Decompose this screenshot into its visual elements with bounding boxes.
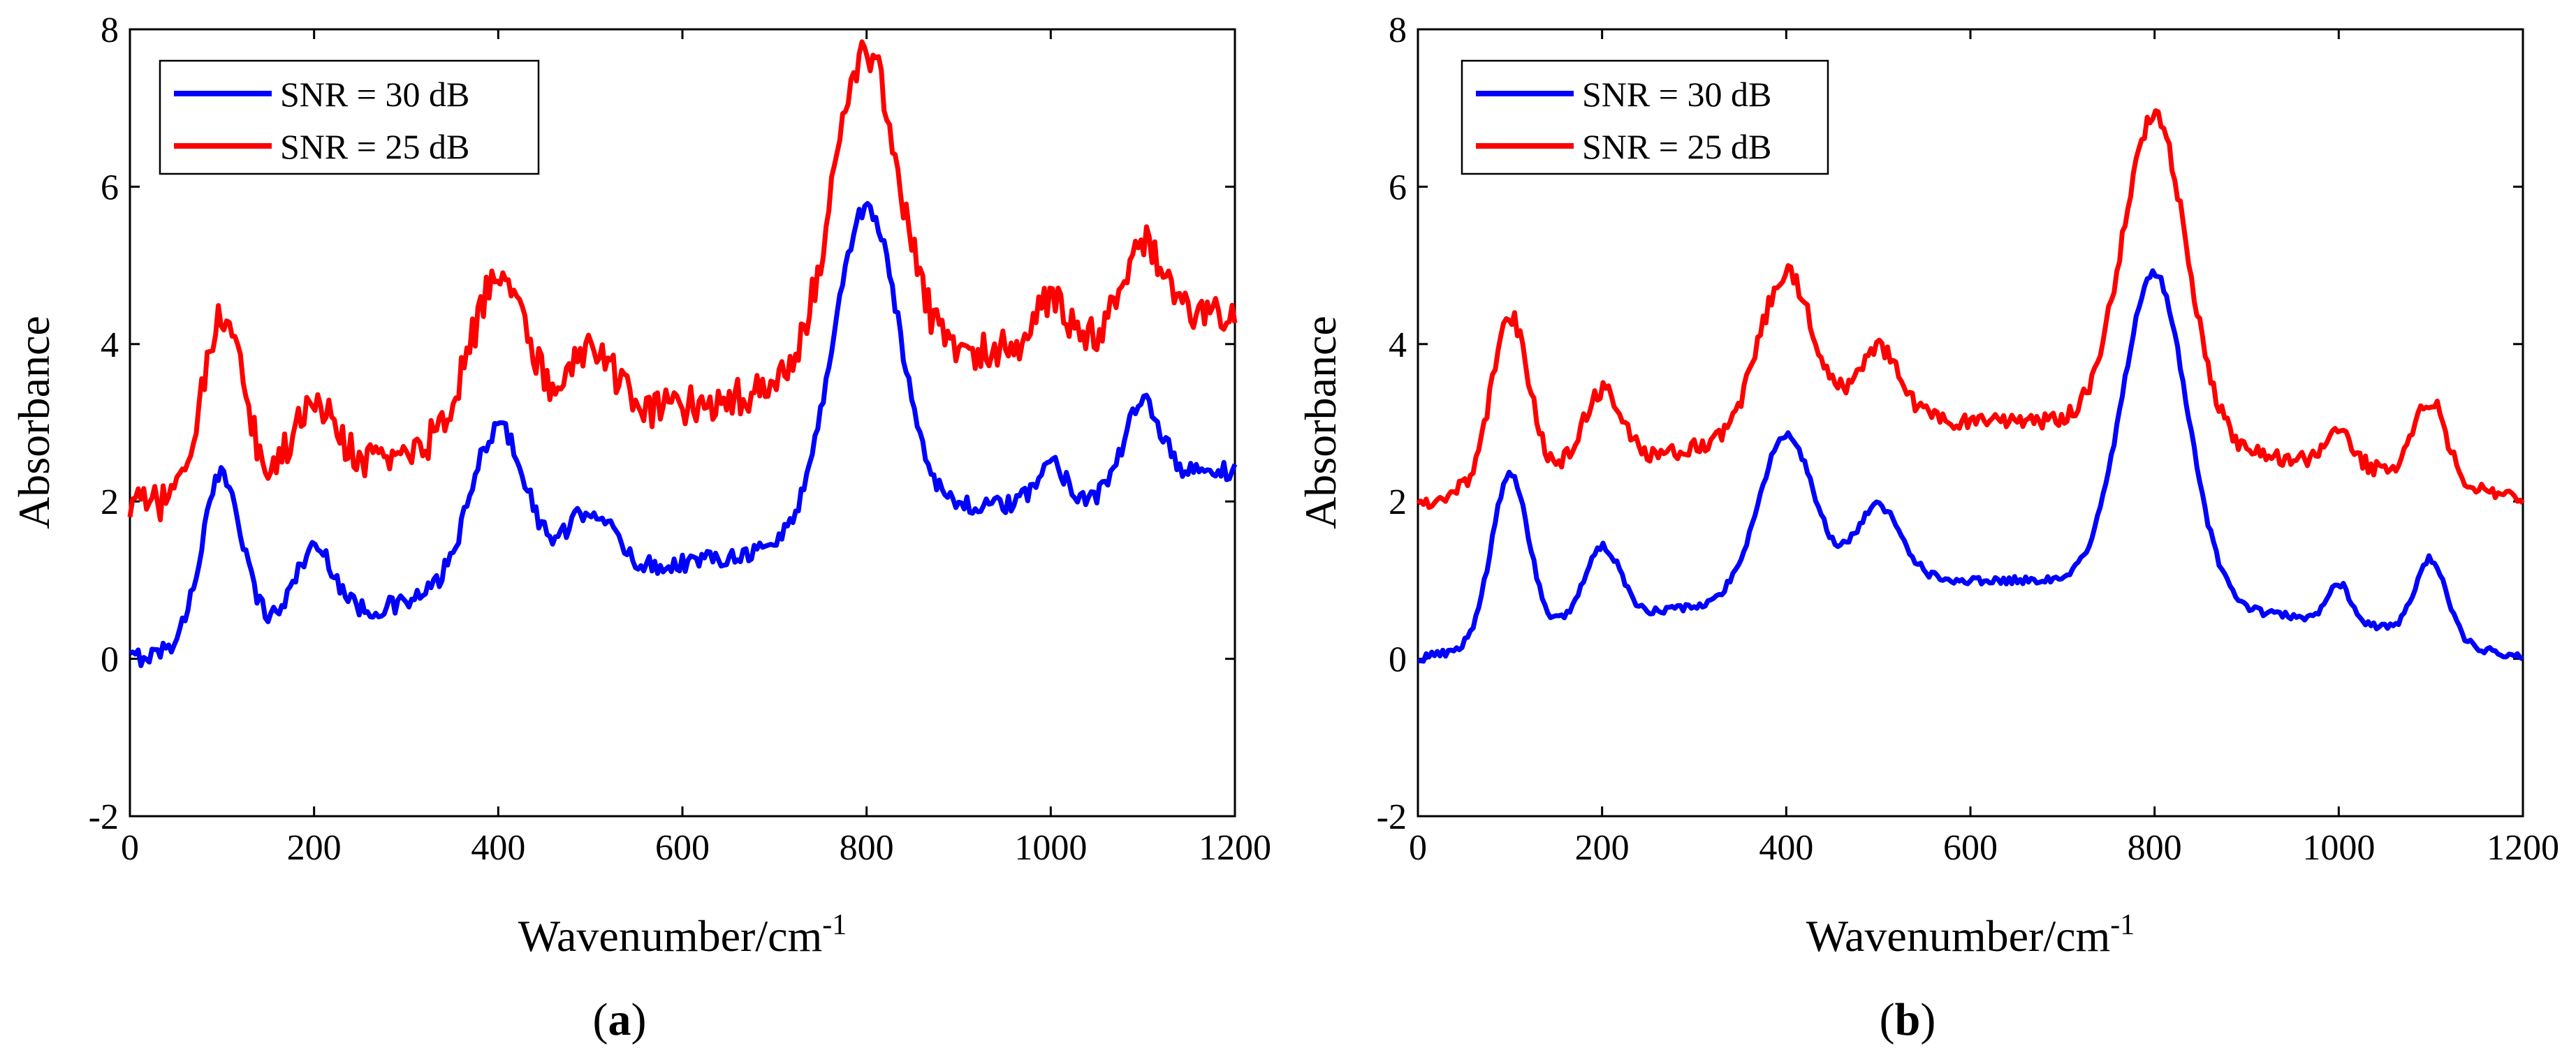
panel-b-x-tick-label: 400 — [1759, 828, 1813, 868]
panel-b-series-snr-30db — [1417, 268, 2524, 664]
panel-a-x-tick-label: 1000 — [1014, 828, 1087, 868]
panel-a-x-tick-label: 1200 — [1199, 828, 1271, 868]
panel-b-x-axis-label: Wavenumber/cm-1 — [1806, 909, 2135, 961]
panel-b-x-tick-label: 0 — [1409, 828, 1427, 868]
panel-b-x-tick-label: 1000 — [2302, 828, 2375, 868]
panel-a-x-tick-label: 200 — [287, 828, 342, 868]
panel-a-x-axis-label-sup: -1 — [822, 909, 847, 941]
panel-b-y-tick-label: 0 — [1389, 640, 1407, 680]
panel-a-legend-label-30db: SNR = 30 dB — [280, 75, 469, 114]
panel-b-x-axis-label-sup: -1 — [2110, 909, 2135, 941]
panel-a-y-tick-label: 0 — [101, 640, 119, 680]
panel-a-caption: (a) — [593, 994, 647, 1045]
panel-b-series-layer — [1416, 108, 2525, 664]
panel-a-y-tick-label: 4 — [101, 325, 119, 365]
panel-a-x-ticks — [129, 29, 1236, 816]
panel-a-y-tick-labels: -2 0 2 4 6 8 — [89, 10, 119, 837]
panel-a-x-tick-label: 400 — [471, 828, 525, 868]
panel-b-y-tick-label: 8 — [1389, 10, 1407, 50]
panel-b-legend-label-25db: SNR = 25 dB — [1582, 127, 1771, 166]
panel-a-y-tick-label: 8 — [101, 10, 119, 50]
panel-a-legend-box — [159, 59, 540, 175]
panel-a-x-axis-label-base: Wavenumber/cm — [518, 911, 823, 961]
panel-a-x-axis-label: Wavenumber/cm-1 — [518, 909, 847, 961]
panel-a-x-tick-label: 0 — [121, 828, 139, 868]
panel-a-series-snr-30db — [129, 200, 1238, 668]
panel-a-y-axis-label: Absorbance — [9, 316, 59, 529]
panel-b-x-tick-labels: 0 200 400 600 800 1000 1200 — [1409, 828, 2559, 868]
panel-b-x-tick-label: 600 — [1943, 828, 1998, 868]
panel-b-legend: SNR = 30 dB SNR = 25 dB — [1461, 59, 1829, 175]
panel-b-y-tick-labels: -2 0 2 4 6 8 — [1377, 10, 1407, 837]
panel-b-y-axis-label: Absorbance — [1296, 316, 1345, 529]
panel-a-legend-label-25db: SNR = 25 dB — [280, 127, 469, 166]
panel-b-legend-box — [1461, 59, 1829, 175]
panel-b-x-tick-label: 200 — [1575, 828, 1630, 868]
panel-b-y-tick-label: 2 — [1389, 482, 1407, 522]
panel-a-series-snr-25db — [127, 39, 1238, 522]
panel-a-y-tick-label: 2 — [101, 482, 119, 522]
panel-a-y-tick-label: 6 — [101, 168, 119, 207]
panel-b-y-tick-label: 4 — [1389, 325, 1407, 365]
panel-a-x-tick-label: 600 — [655, 828, 710, 868]
panel-a-y-ticks — [130, 28, 1235, 818]
panel-b-x-axis-label-base: Wavenumber/cm — [1806, 911, 2111, 961]
panel-b-y-tick-label: -2 — [1377, 797, 1407, 837]
panel-a-x-tick-label: 800 — [840, 828, 894, 868]
panel-b-legend-label-30db: SNR = 30 dB — [1582, 75, 1771, 114]
panel-a-legend: SNR = 30 dB SNR = 25 dB — [159, 59, 540, 175]
panel-a-x-tick-labels: 0 200 400 600 800 1000 1200 — [121, 828, 1271, 868]
panel-b-x-ticks — [1417, 29, 2524, 816]
panel-a-series-layer — [127, 39, 1238, 668]
panel-b-caption: (b) — [1880, 994, 1936, 1045]
panel-b-y-tick-label: 6 — [1389, 168, 1407, 207]
panel-a-y-tick-label: -2 — [89, 797, 119, 837]
panel-b-x-tick-label: 800 — [2128, 828, 2182, 868]
panel-b-x-tick-label: 1200 — [2487, 828, 2559, 868]
panel-b-series-snr-25db — [1416, 108, 2525, 510]
